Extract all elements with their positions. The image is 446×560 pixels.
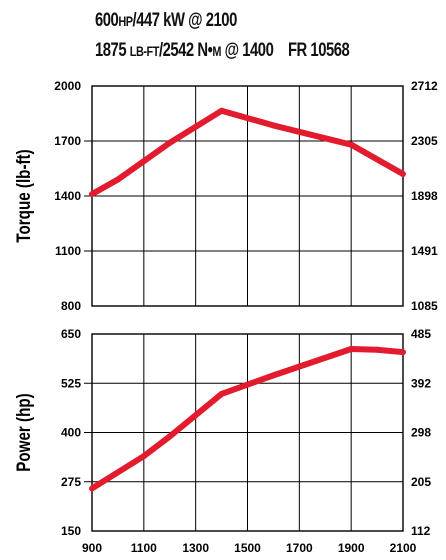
torque-rpm: @ 1400 [224, 40, 274, 61]
x-tick-label: 1300 [182, 541, 209, 555]
torque-unit: LB-FT [129, 43, 160, 59]
torque-chart: 800 1100 1400 1700 2000 1085 1491 1898 2305 2712 T… [12, 79, 438, 313]
power-data-point [166, 433, 173, 440]
torque-data-point [270, 122, 277, 129]
y2-tick-label: 1898 [411, 189, 438, 203]
y2-tick-label: 205 [411, 475, 431, 489]
y-tick-label: 400 [61, 426, 81, 440]
power-rating-line: 600HP/447 kW @ 2100 [95, 6, 349, 36]
power-kw-rpm: /447 kW @ 2100 [132, 10, 238, 31]
y2-tick-label: 485 [411, 327, 431, 341]
x-tick-label: 1100 [131, 541, 157, 555]
y2-tick-label: 1085 [411, 299, 438, 313]
torque-data-point [348, 141, 355, 148]
y2-tick-label: 298 [411, 426, 431, 440]
torque-data-point [166, 139, 173, 146]
power-data-point [140, 453, 147, 460]
y-tick-label: 1400 [54, 189, 81, 203]
y-tick-label: 800 [61, 299, 81, 313]
y-tick-label: 1100 [55, 244, 81, 258]
power-data-point [374, 346, 381, 353]
y-axis-label: Torque (lb-ft) [12, 149, 34, 242]
torque-data-point [114, 176, 121, 183]
torque-data-point [218, 107, 225, 114]
bullet-glyph: • [207, 40, 213, 61]
power-data-point [218, 390, 225, 397]
y2-tick-label: 2305 [411, 134, 438, 148]
y-tick-label: 650 [61, 327, 81, 341]
x-tick-label: 1700 [286, 541, 313, 555]
plot-frame [91, 333, 404, 532]
x-tick-label: 900 [82, 541, 102, 555]
y2-tick-label: 1491 [411, 244, 438, 258]
x-tick-label: 2100 [390, 541, 417, 555]
power-data-point [89, 485, 95, 492]
y-tick-label: 275 [61, 475, 81, 489]
torque-rating-line: 1875 LB-FT/2542 N•M @ 1400 FR 10568 [95, 36, 350, 66]
torque-data-point [400, 171, 406, 177]
x-tick-label: 1500 [234, 541, 261, 555]
y2-tick-label: 2712 [411, 79, 438, 93]
power-hp-value: 600 [95, 10, 119, 31]
y-tick-label: 2000 [54, 79, 81, 93]
y-axis-label: Power (hp) [12, 393, 34, 471]
power-data-point [270, 372, 277, 379]
x-tick-label: 1900 [338, 541, 365, 555]
power-data-point [348, 345, 355, 352]
y-tick-label: 1700 [54, 134, 81, 148]
power-curve [90, 345, 404, 491]
torque-value: 1875 [95, 40, 127, 61]
power-data-point [400, 349, 406, 356]
y2-tick-label: 392 [411, 376, 431, 390]
torque-nm-value: /2542 N [158, 40, 208, 61]
y-tick-label: 525 [61, 376, 81, 390]
y-tick-label: 150 [61, 524, 81, 538]
nm-unit: M [212, 43, 221, 59]
torque-data-point [89, 191, 95, 198]
engine-code: FR 10568 [287, 40, 350, 61]
engine-rating-header: 600HP/447 kW @ 2100 1875 LB-FT/2542 N•M … [95, 6, 421, 66]
hp-unit: HP [118, 13, 133, 29]
y2-tick-label: 112 [411, 524, 431, 538]
power-chart: 150 275 400 525 650 112 205 298 392 485 900 1100 130… [12, 327, 431, 555]
